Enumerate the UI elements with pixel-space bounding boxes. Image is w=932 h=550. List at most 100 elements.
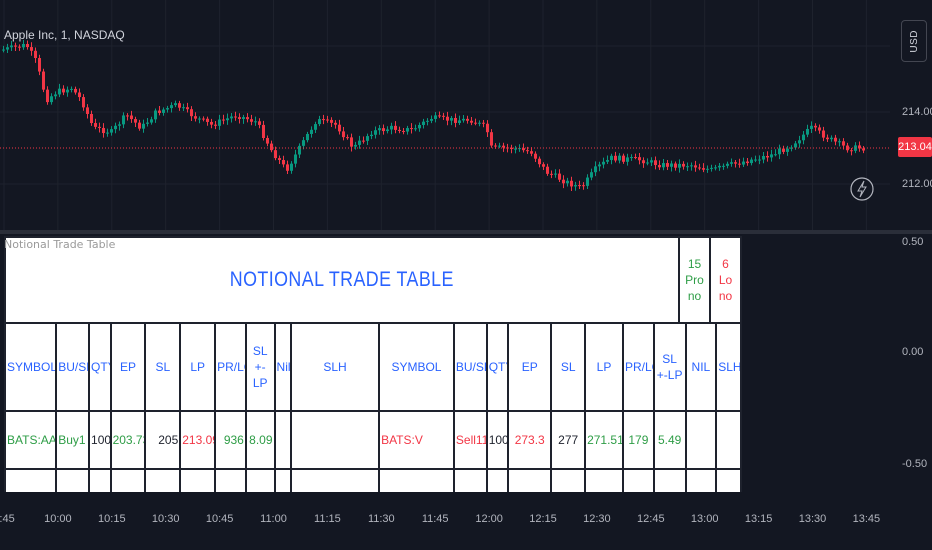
price-axis[interactable]: USD 214.00 213.04 212.00 [890,0,932,230]
candle-body [630,157,633,159]
price-tick: 212.00 [902,178,932,190]
candle-body [162,109,165,113]
indicator-tick: 0.50 [902,236,924,248]
candle-body [238,117,241,119]
candle-body [82,97,85,108]
candle-body [490,132,493,146]
candle-body [834,137,837,142]
column-header: Nil [273,322,292,412]
candle-body [358,140,361,145]
profit-count: 15 [687,257,702,271]
candle-body [586,177,589,186]
candle-body [742,161,745,165]
column-header: SLH [715,322,742,412]
candle-body [282,160,285,165]
table-cell: 277 [550,410,587,470]
candle-body [170,105,173,109]
column-header: SLH [289,322,381,412]
time-tick: 12:00 [475,513,503,525]
pane-divider[interactable] [0,230,932,234]
candle-body [526,150,529,152]
price-chart[interactable]: Apple Inc, 1, NASDAQ [0,0,890,230]
candle-body [686,166,689,168]
table-cell: 100 [485,410,510,470]
candle-body [574,185,577,187]
time-tick: 11:45 [421,513,449,525]
candlestick-chart[interactable] [0,0,890,230]
table-row: BATS:AAPLBuy1100203.73205213.099368.09BA… [4,410,742,470]
table-cell: 653.57 [584,468,624,492]
table-cell: 3.4 [244,468,276,492]
candle-body [622,155,625,162]
candle-body [2,49,5,51]
time-axis[interactable]: 9:45 10:00 10:15 10:30 10:45 11:00 11:15 11:30 1… [0,496,890,550]
currency-button[interactable]: USD [901,20,927,62]
candle-body [862,148,865,151]
candle-body [534,153,537,159]
candle-body [46,89,49,103]
table-cell [273,468,292,492]
candle-body [6,47,9,50]
loss-count-cell: 6 Lo no [711,236,742,324]
candle-body [342,131,345,138]
candle-body [678,163,681,168]
candle-body [242,117,245,119]
indicator-tick: -0.50 [902,458,928,470]
candle-body [770,154,773,158]
indicator-axis[interactable]: 0.50 0.00 -0.50 [890,234,932,496]
candle-body [178,103,181,108]
candle-body [662,163,665,168]
candle-body [486,123,489,133]
candle-body [806,128,809,135]
candle-body [818,127,821,131]
candle-body [346,137,349,139]
table-cell: 100 [88,410,112,470]
candle-body [746,161,749,164]
table-cell: 203.73 [109,410,147,470]
candle-body [378,128,381,131]
candle-body [430,118,433,121]
table-cell: 100 [88,468,112,492]
table-cell: 936 [214,410,247,470]
table-cell [715,410,742,470]
candle-body [670,163,673,167]
column-header: SL +-LP [244,322,276,412]
candle-body [206,118,209,122]
candle-body [354,144,357,147]
candle-body [26,44,29,48]
time-tick: 13:30 [798,513,827,525]
candle-body [582,185,585,187]
candle-body [34,50,37,59]
candle-body [230,116,233,119]
candle-body [146,122,149,124]
candle-body [130,115,133,120]
candle-body [386,129,389,132]
lightning-icon[interactable] [850,177,874,201]
candle-body [658,165,661,168]
column-header: BU/SE [452,322,488,412]
column-header: EP [507,322,553,412]
notional-trade-table: Notional Trade Table NOTIONAL TRADE TABL… [4,236,742,492]
table-cell: 179 [621,410,655,470]
candle-body [422,121,425,125]
candle-body [514,148,517,150]
candle-body [58,88,61,95]
profit-label: Pro no [685,273,704,303]
table-cell: Buy1 [55,410,91,470]
table-cell: BATS:NFLX [378,468,455,492]
candle-body [790,147,793,149]
candle-body [138,122,141,129]
candle-body [214,124,217,126]
candle-body [726,163,729,166]
candle-body [522,148,525,151]
candle-body [550,173,553,175]
candle-body [554,173,557,175]
time-tick: 12:45 [637,513,665,525]
column-header: EP [109,322,147,412]
candle-body [470,120,473,123]
table-cell [684,468,718,492]
candle-body [366,136,369,141]
candle-body [50,96,53,103]
indicator-overlay-label[interactable]: Notional Trade Table [4,238,116,251]
candle-body [42,71,45,90]
